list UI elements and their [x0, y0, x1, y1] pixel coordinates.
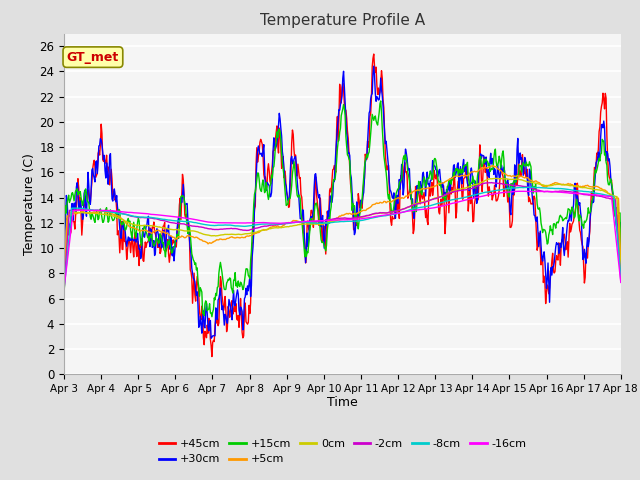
- -8cm: [127, 213, 135, 218]
- +5cm: [410, 188, 418, 194]
- Line: +5cm: +5cm: [64, 166, 621, 295]
- +5cm: [60, 292, 68, 298]
- +30cm: [214, 297, 222, 303]
- -8cm: [617, 274, 625, 280]
- +5cm: [488, 163, 496, 168]
- +15cm: [214, 284, 222, 289]
- 0cm: [410, 201, 418, 207]
- -2cm: [410, 202, 418, 208]
- Title: Temperature Profile A: Temperature Profile A: [260, 13, 425, 28]
- +45cm: [370, 51, 378, 57]
- +30cm: [70, 200, 78, 206]
- -16cm: [60, 286, 68, 292]
- 0cm: [60, 291, 68, 297]
- -8cm: [426, 203, 434, 208]
- +5cm: [70, 210, 78, 216]
- -8cm: [527, 184, 535, 190]
- +45cm: [127, 240, 135, 246]
- +45cm: [60, 280, 68, 286]
- +45cm: [214, 323, 222, 329]
- -2cm: [214, 227, 221, 232]
- -16cm: [617, 279, 625, 285]
- -2cm: [488, 180, 495, 185]
- -8cm: [70, 205, 78, 211]
- +5cm: [214, 237, 221, 243]
- -16cm: [184, 216, 192, 221]
- +45cm: [428, 180, 436, 185]
- +15cm: [184, 231, 192, 237]
- -8cm: [214, 222, 221, 228]
- +15cm: [208, 314, 216, 320]
- Line: +15cm: +15cm: [64, 101, 621, 317]
- -16cm: [516, 188, 524, 194]
- +5cm: [617, 262, 625, 267]
- +30cm: [127, 238, 135, 243]
- 0cm: [184, 228, 192, 234]
- 0cm: [70, 209, 78, 215]
- X-axis label: Time: Time: [327, 396, 358, 408]
- +45cm: [617, 250, 625, 255]
- -8cm: [410, 206, 418, 212]
- +15cm: [60, 256, 68, 262]
- 0cm: [617, 268, 625, 274]
- Text: GT_met: GT_met: [67, 51, 119, 64]
- 0cm: [127, 221, 135, 227]
- +15cm: [617, 261, 625, 267]
- Y-axis label: Temperature (C): Temperature (C): [24, 153, 36, 255]
- Legend: +45cm, +30cm, +15cm, +5cm, 0cm, -2cm, -8cm, -16cm: +45cm, +30cm, +15cm, +5cm, 0cm, -2cm, -8…: [154, 434, 531, 469]
- +5cm: [127, 224, 135, 230]
- -16cm: [127, 210, 135, 216]
- -16cm: [410, 207, 418, 213]
- -8cm: [184, 219, 192, 225]
- +15cm: [412, 205, 419, 211]
- +30cm: [412, 201, 419, 206]
- +15cm: [70, 198, 78, 204]
- Line: 0cm: 0cm: [64, 179, 621, 294]
- +5cm: [426, 185, 434, 191]
- Line: +30cm: +30cm: [64, 66, 621, 338]
- -16cm: [426, 205, 434, 211]
- 0cm: [492, 176, 499, 181]
- +45cm: [208, 354, 216, 360]
- +30cm: [60, 298, 68, 303]
- +45cm: [184, 222, 192, 228]
- Line: -8cm: -8cm: [64, 187, 621, 291]
- +15cm: [377, 98, 385, 104]
- +30cm: [184, 217, 192, 223]
- 0cm: [214, 233, 221, 239]
- +5cm: [184, 233, 192, 239]
- 0cm: [426, 197, 434, 203]
- +45cm: [412, 184, 419, 190]
- -2cm: [426, 197, 434, 203]
- -8cm: [60, 288, 68, 294]
- Line: -2cm: -2cm: [64, 182, 621, 287]
- Line: -16cm: -16cm: [64, 191, 621, 289]
- -2cm: [184, 222, 192, 228]
- -16cm: [70, 207, 78, 213]
- +30cm: [370, 63, 378, 69]
- -2cm: [617, 279, 625, 285]
- -16cm: [214, 220, 221, 226]
- +30cm: [207, 336, 215, 341]
- -2cm: [70, 207, 78, 213]
- +45cm: [70, 219, 78, 225]
- +30cm: [617, 220, 625, 226]
- +30cm: [428, 173, 436, 179]
- -2cm: [60, 284, 68, 290]
- Line: +45cm: +45cm: [64, 54, 621, 357]
- +15cm: [428, 177, 436, 182]
- -2cm: [127, 213, 135, 219]
- +15cm: [127, 232, 135, 238]
